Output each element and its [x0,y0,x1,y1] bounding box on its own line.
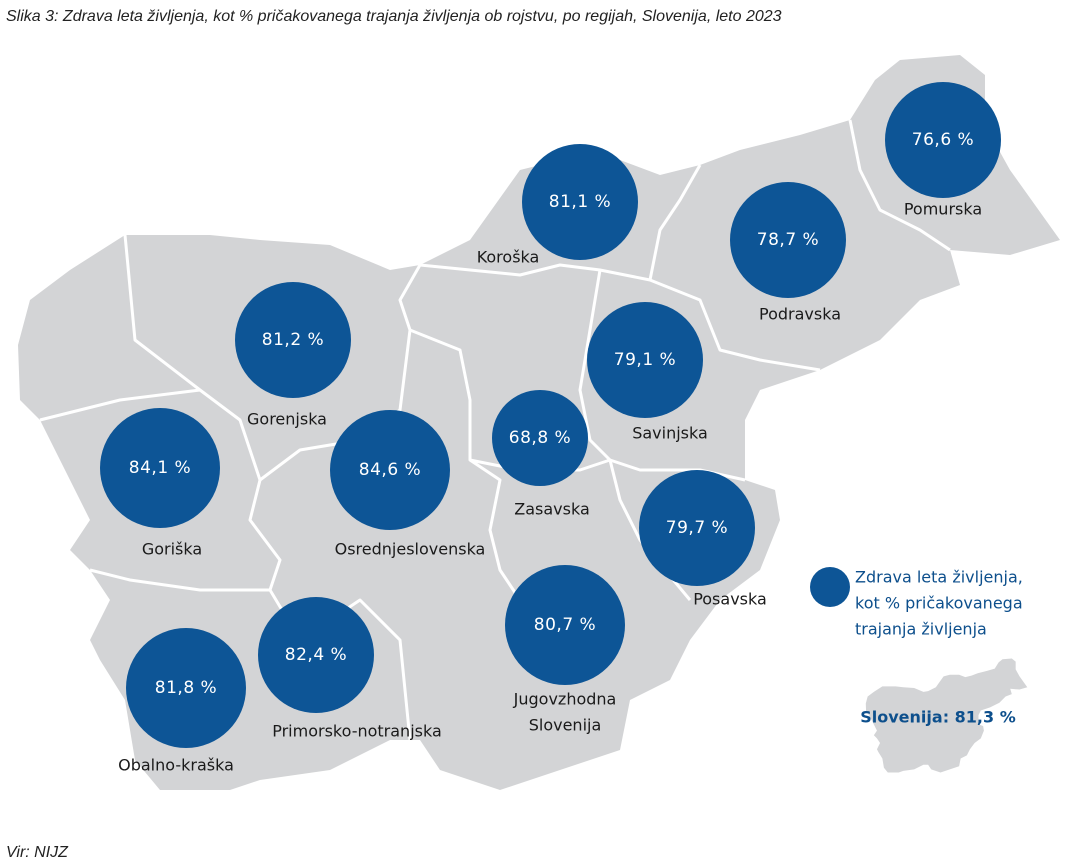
national-value: Slovenija: 81,3 % [860,708,1015,727]
legend-text: kot % pričakovanega [855,594,1023,613]
region-value: 84,1 % [129,458,191,478]
region-name: Zasavska [514,500,590,519]
region-bubble [587,302,703,418]
region-name: Obalno-kraška [118,756,234,775]
region-name: Gorenjska [247,410,327,429]
region-value: 82,4 % [285,645,347,665]
legend-swatch [810,567,850,607]
region-value: 84,6 % [359,460,421,480]
region-name: Posavska [693,590,767,609]
source: Vir: NIJZ [6,844,69,861]
region-name: Primorsko-notranjska [272,722,442,741]
legend-text: Zdrava leta življenja, [855,568,1023,587]
region-value: 81,2 % [262,330,324,350]
region-value: 81,8 % [155,678,217,698]
region-value: 80,7 % [534,615,596,635]
region-value: 81,1 % [549,192,611,212]
region-value: 76,6 % [912,130,974,150]
region-name: Goriška [142,540,202,559]
region-bubble [639,470,755,586]
region-bubble [126,628,246,748]
region-bubble [330,410,450,530]
region-bubble [730,182,846,298]
region-name: Koroška [477,248,540,267]
region-bubble [258,597,374,713]
region-name: Savinjska [632,424,708,443]
region-bubble [100,408,220,528]
region-value: 79,1 % [614,350,676,370]
region-bubble [885,82,1001,198]
region-value: 68,8 % [509,428,571,448]
legend-text: trajanja življenja [855,620,987,639]
region-name: Slovenija [529,716,602,735]
region-bubble [505,565,625,685]
region-bubble [492,390,588,486]
region-value: 78,7 % [757,230,819,250]
region-name: Pomurska [904,200,982,219]
region-bubble [235,282,351,398]
region-name: Podravska [759,305,841,324]
title: Slika 3: Zdrava leta življenja, kot % pr… [6,8,782,25]
region-name: Osrednjeslovenska [335,540,486,559]
region-name: Jugovzhodna [513,690,617,709]
region-value: 79,7 % [666,518,728,538]
region-bubble [522,144,638,260]
